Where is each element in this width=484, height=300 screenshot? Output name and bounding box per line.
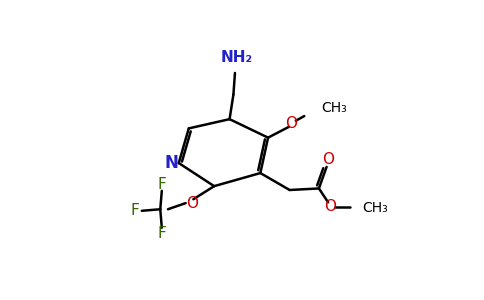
Text: F: F — [157, 226, 166, 242]
Text: O: O — [285, 116, 297, 131]
Text: NH₂: NH₂ — [220, 50, 253, 65]
Text: F: F — [157, 177, 166, 192]
Text: O: O — [186, 196, 198, 211]
Text: O: O — [324, 200, 336, 214]
Text: CH₃: CH₃ — [321, 100, 347, 115]
Text: O: O — [322, 152, 334, 167]
Text: N: N — [165, 154, 179, 172]
Text: F: F — [131, 203, 139, 218]
Text: CH₃: CH₃ — [362, 202, 388, 215]
